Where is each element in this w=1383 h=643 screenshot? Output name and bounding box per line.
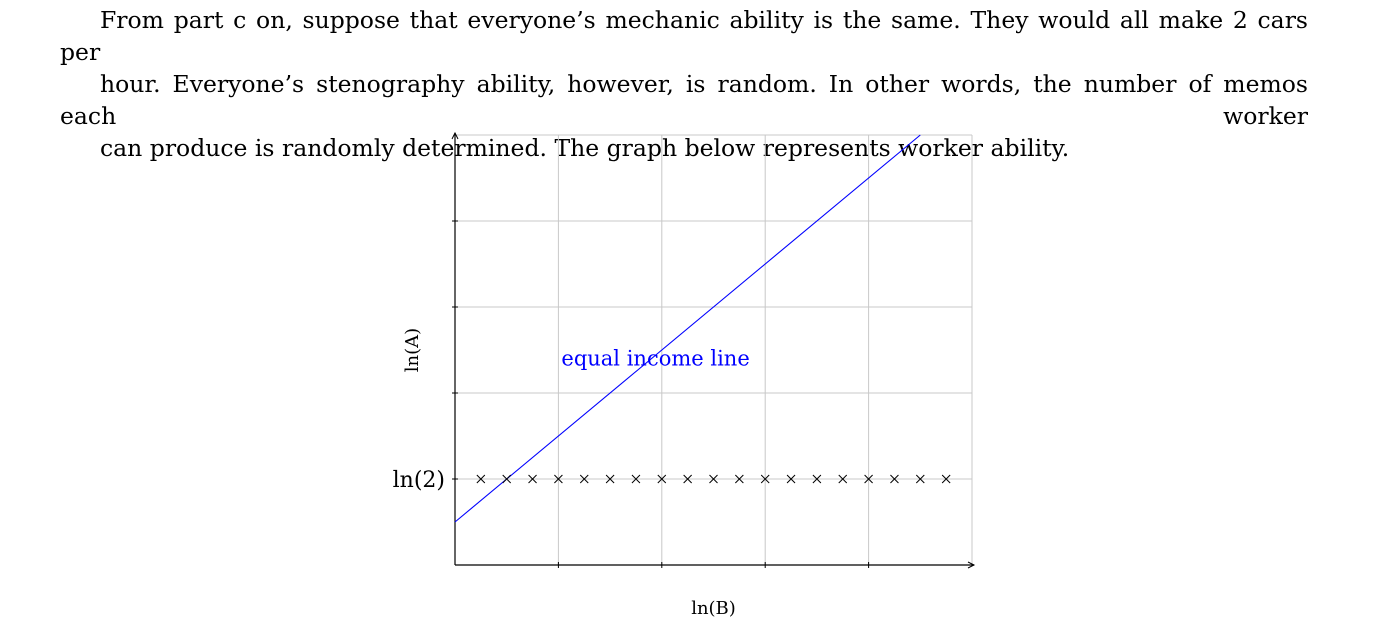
x-marker [579, 474, 589, 484]
x-marker [631, 474, 641, 484]
x-marker [476, 474, 486, 484]
x-axis-label: ln(B) [691, 598, 736, 619]
x-marker [786, 474, 796, 484]
x-marker [528, 474, 537, 484]
x-marker [502, 474, 512, 484]
x-axis-arrow [967, 561, 976, 569]
x-marker [760, 474, 770, 484]
paragraph-line-1: From part c on, suppose that everyone’s … [60, 6, 1308, 66]
y-axis-arrow [451, 131, 459, 140]
y-tick-label: ln(2) [393, 468, 445, 493]
paragraph-line-3: can produce is randomly determined. The … [100, 134, 1070, 162]
chart-labels: ln(2) equal income line ln(B) ln(A) [393, 328, 750, 619]
x-marker [890, 474, 899, 484]
x-marker [683, 474, 693, 484]
paragraph-line-2: hour. Everyone’s stenography ability, ho… [60, 70, 1308, 130]
x-marker [734, 474, 744, 484]
y-axis-label: ln(A) [402, 328, 423, 372]
equal-income-line-label: equal income line [561, 347, 749, 371]
scatter-markers [476, 474, 951, 484]
x-marker [657, 474, 667, 484]
x-marker [838, 474, 848, 484]
x-marker [709, 474, 718, 484]
x-marker [915, 474, 925, 484]
equal-income-line-group [454, 134, 921, 523]
x-marker [812, 474, 822, 484]
chart-ticks [452, 220, 870, 568]
x-marker [941, 474, 951, 484]
problem-paragraph: From part c on, suppose that everyone’s … [60, 4, 1308, 164]
x-marker [554, 474, 563, 484]
x-marker [605, 474, 615, 484]
chart-axes [451, 131, 976, 569]
equal-income-line [454, 134, 921, 523]
x-marker [864, 474, 873, 484]
